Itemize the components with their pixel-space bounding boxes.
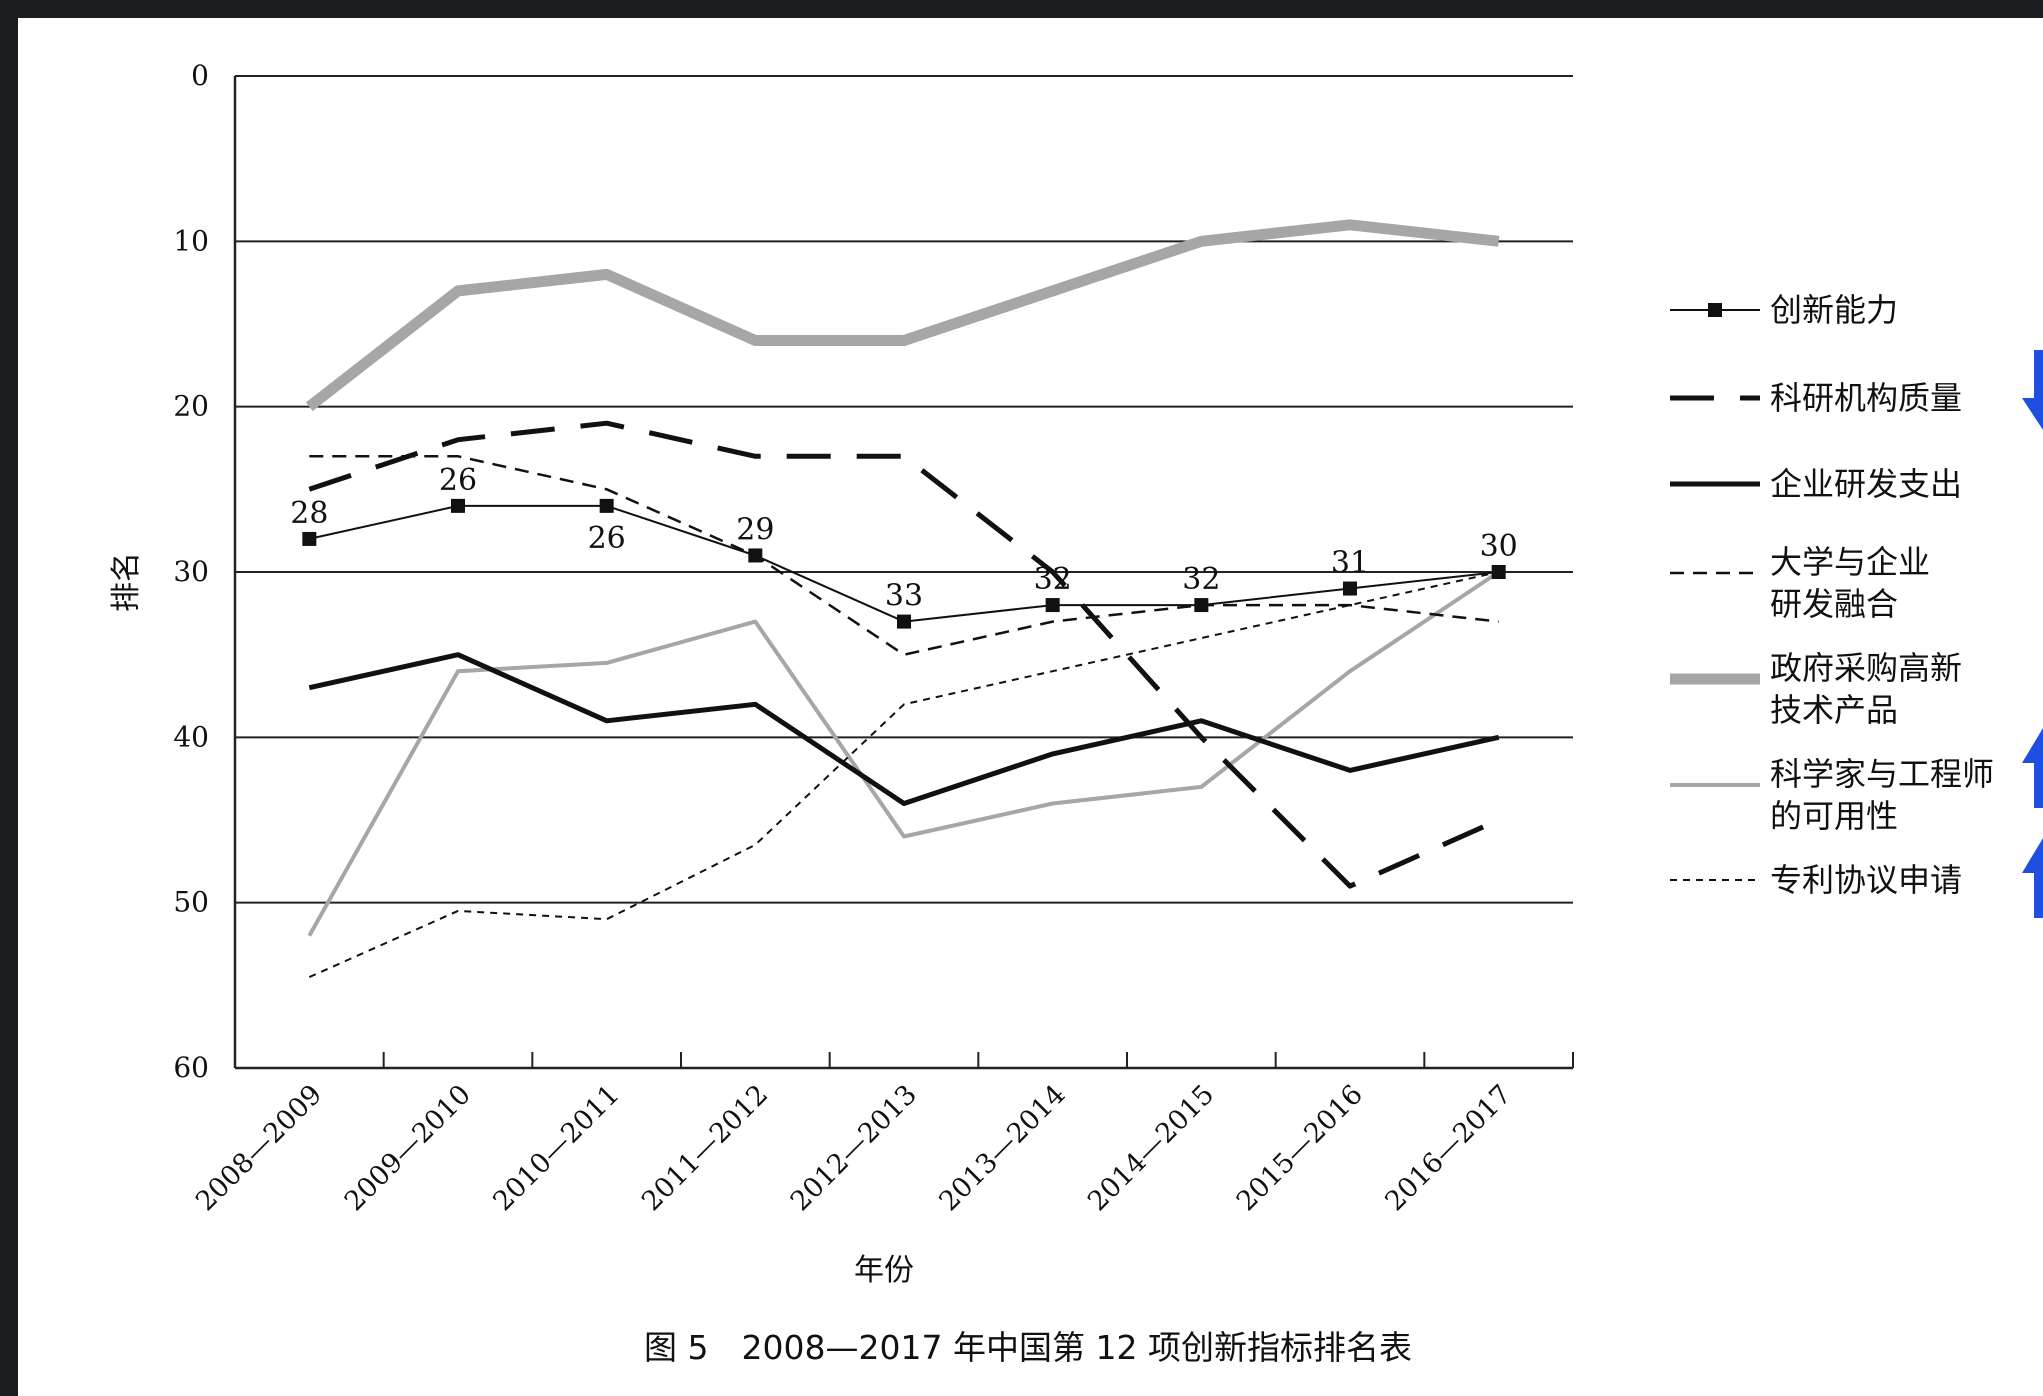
series-line (309, 455, 1499, 656)
data-point-marker (302, 531, 317, 546)
x-axis-label: 年份 (854, 1253, 914, 1288)
data-point-marker (599, 498, 614, 513)
x-tick-label: 2011—2012 (636, 1079, 774, 1217)
y-tick-labels: 0 10 20 30 40 50 60 (173, 59, 209, 1084)
legend-label: 企业研发支出 (1770, 465, 1962, 503)
data-label: 32 (1182, 562, 1220, 597)
y-tick-label: 20 (173, 390, 209, 423)
legend-label: 大学与企业研发融合 (1770, 543, 1930, 623)
gridlines (235, 75, 1573, 904)
x-tick-labels: 2008—2009 2009—2010 2010—2011 2011—2012 2012… (190, 1079, 1518, 1217)
figure-caption: 图 5 2008—2017 年中国第 12 项创新指标排名表 (644, 1328, 1412, 1367)
x-tick-label: 2014—2015 (1082, 1079, 1220, 1217)
axes (233, 76, 1574, 1070)
legend-label: 政府采购高新技术产品 (1770, 649, 1962, 729)
arrow-up-icon (2022, 838, 2043, 918)
x-tick-label: 2012—2013 (785, 1079, 923, 1217)
series-line (308, 652, 1500, 806)
series-line (308, 420, 1500, 889)
series-line (305, 219, 1500, 412)
legend-label: 科学家与工程师的可用性 (1770, 755, 1994, 835)
data-point-marker (451, 498, 465, 513)
x-tick-label: 2009—2010 (339, 1079, 477, 1217)
y-tick-label: 30 (173, 555, 209, 588)
series-line (307, 570, 1500, 937)
y-axis-label: 排名 (109, 552, 144, 612)
y-tick-label: 50 (173, 886, 209, 919)
y-tick-label: 40 (173, 720, 209, 753)
arrow-down-icon (2022, 350, 2043, 430)
data-point-marker (1045, 598, 1060, 613)
legend-marker (1708, 303, 1722, 317)
x-tick-label: 2015—2016 (1231, 1079, 1369, 1217)
series-line (308, 571, 1499, 979)
data-label: 26 (588, 521, 626, 556)
data-label: 32 (1034, 562, 1072, 597)
series-lines (302, 219, 1506, 979)
data-point-marker (897, 614, 911, 629)
data-label: 30 (1480, 529, 1518, 564)
data-label: 28 (290, 496, 328, 531)
data-point-marker (748, 548, 763, 563)
x-tick-label: 2016—2017 (1379, 1079, 1517, 1217)
data-point-marker (1491, 565, 1506, 579)
data-label: 33 (885, 579, 923, 614)
x-tick-label: 2008—2009 (190, 1079, 328, 1217)
legend-label: 创新能力 (1770, 291, 1898, 329)
data-label: 26 (439, 463, 477, 498)
x-tick-label: 2013—2014 (933, 1079, 1071, 1217)
legend-label: 科研机构质量 (1770, 379, 1962, 417)
y-tick-label: 60 (173, 1051, 209, 1084)
legend-label: 专利协议申请 (1770, 861, 1962, 899)
annotation-arrows (2022, 350, 2043, 918)
chart-panel: 0 10 20 30 40 50 60 2008—2009 2009—2010 2010—201… (18, 18, 2043, 1396)
data-label: 31 (1331, 546, 1369, 581)
legend: 创新能力科研机构质量企业研发支出大学与企业研发融合政府采购高新技术产品科学家与工… (1670, 291, 1994, 899)
data-labels: 28 26 26 29 33 32 32 31 30 (290, 463, 1518, 614)
arrow-up-icon (2022, 728, 2043, 808)
data-label: 29 (736, 512, 774, 547)
data-point-marker (1194, 598, 1209, 613)
x-tick-label: 2010—2011 (487, 1079, 625, 1217)
y-tick-label: 0 (191, 59, 209, 92)
y-tick-label: 10 (173, 224, 209, 257)
line-chart: 0 10 20 30 40 50 60 2008—2009 2009—2010 2010—201… (109, 59, 2043, 1367)
data-point-marker (1343, 581, 1357, 596)
